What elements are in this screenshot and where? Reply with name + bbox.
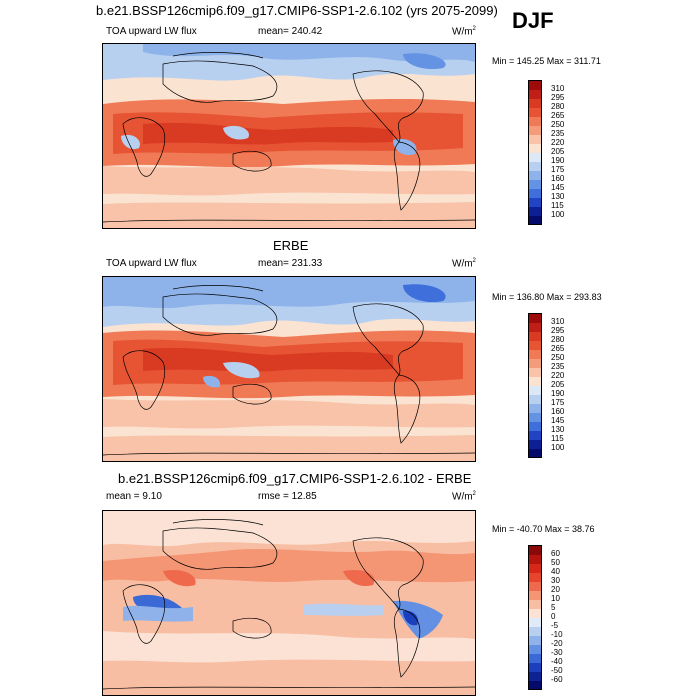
colorbar-tick: 5	[551, 603, 556, 612]
colorbar-tick: 205	[551, 147, 565, 156]
panel3-title: b.e21.BSSP126cmip6.f09_g17.CMIP6-SSP1-2.…	[118, 471, 472, 486]
colorbar-tick: 250	[551, 353, 565, 362]
colorbar-tick: -30	[551, 648, 563, 657]
panel3-map	[102, 510, 476, 696]
colorbar-tick: 100	[551, 443, 565, 452]
panel3-rmse-label: rmse = 12.85	[258, 491, 317, 502]
colorbar-tick: 265	[551, 344, 565, 353]
colorbar-tick: -50	[551, 666, 563, 675]
panel2-mean-label: mean= 231.33	[258, 258, 323, 269]
colorbar-tick: 310	[551, 317, 565, 326]
panel1-map	[102, 43, 476, 229]
colorbar-tick: 115	[551, 201, 564, 210]
colorbar-tick: -60	[551, 675, 563, 684]
panel3-mean-label: mean = 9.10	[106, 491, 162, 502]
colorbar-tick: 265	[551, 111, 565, 120]
panel1-units: W/m2	[452, 26, 476, 38]
season-label: DJF	[512, 8, 554, 33]
colorbar-tick: 205	[551, 380, 565, 389]
colorbar-tick: -40	[551, 657, 563, 666]
colorbar-tick: 0	[551, 612, 556, 621]
colorbar-tick: 60	[551, 549, 560, 558]
colorbar-tick: 160	[551, 174, 565, 183]
colorbar-tick: 280	[551, 102, 565, 111]
panel3-minmax: Min = -40.70 Max = 38.76	[492, 524, 595, 534]
panel2-colorbar	[528, 313, 542, 458]
colorbar-tick: 175	[551, 165, 565, 174]
colorbar-tick: 280	[551, 335, 565, 344]
panel2-title: ERBE	[273, 238, 309, 253]
colorbar-tick: 130	[551, 192, 565, 201]
colorbar-tick: 175	[551, 398, 565, 407]
colorbar-tick: 145	[551, 183, 565, 192]
colorbar-tick: 100	[551, 210, 565, 219]
panel1-mean-label: mean= 240.42	[258, 26, 323, 37]
colorbar-tick: 220	[551, 138, 565, 147]
colorbar-tick: 190	[551, 156, 565, 165]
colorbar-tick: 235	[551, 129, 565, 138]
panel3-units: W/m2	[452, 491, 476, 503]
colorbar-tick: -10	[551, 630, 563, 639]
colorbar-tick: 220	[551, 371, 565, 380]
panel3-colorbar	[528, 545, 542, 690]
colorbar-tick: 250	[551, 120, 565, 129]
colorbar-tick: 115	[551, 434, 564, 443]
colorbar-tick: 310	[551, 84, 565, 93]
colorbar-tick: 295	[551, 326, 565, 335]
colorbar-tick: -20	[551, 639, 563, 648]
colorbar-tick: 295	[551, 93, 565, 102]
colorbar-tick: 40	[551, 567, 560, 576]
panel1-variable-label: TOA upward LW flux	[106, 26, 197, 37]
colorbar-tick: 160	[551, 407, 565, 416]
colorbar-tick: 145	[551, 416, 565, 425]
colorbar-tick: 235	[551, 362, 565, 371]
colorbar-tick: 30	[551, 576, 560, 585]
panel1-colorbar	[528, 80, 542, 225]
colorbar-tick: 130	[551, 425, 565, 434]
colorbar-tick: 10	[551, 594, 560, 603]
colorbar-tick: 50	[551, 558, 560, 567]
colorbar-tick: -5	[551, 621, 559, 630]
panel2-units: W/m2	[452, 258, 476, 270]
panel1-minmax: Min = 145.25 Max = 311.71	[492, 56, 601, 66]
colorbar-tick: 20	[551, 585, 560, 594]
panel2-minmax: Min = 136.80 Max = 293.83	[492, 292, 602, 302]
panel2-map	[102, 276, 476, 462]
panel2-variable-label: TOA upward LW flux	[106, 258, 197, 269]
panel1-title: b.e21.BSSP126cmip6.f09_g17.CMIP6-SSP1-2.…	[96, 3, 498, 18]
colorbar-tick: 190	[551, 389, 565, 398]
